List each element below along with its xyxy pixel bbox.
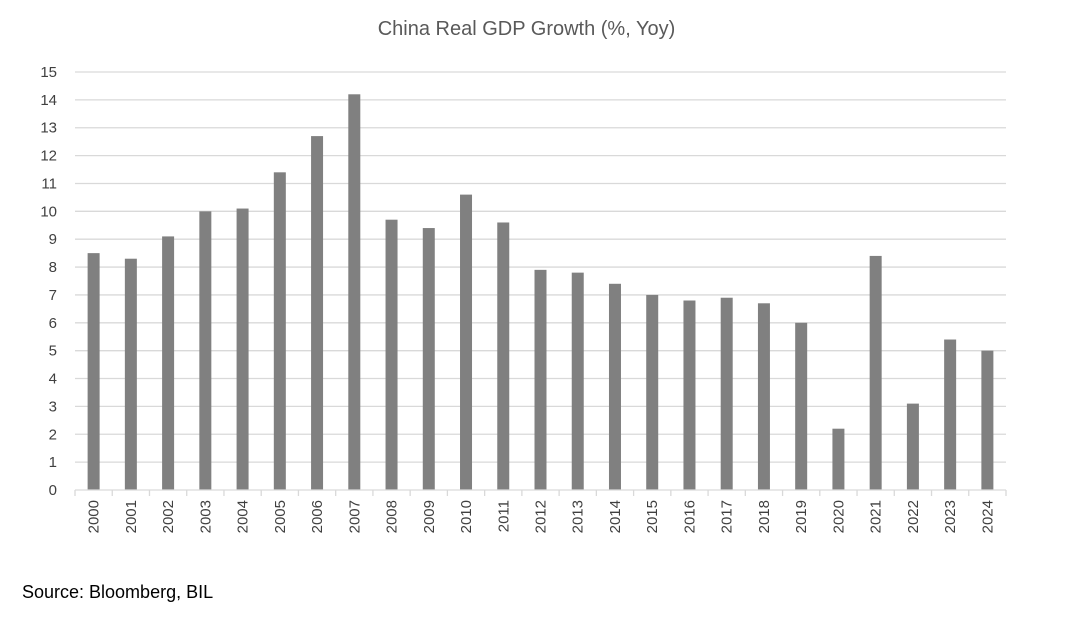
x-tick-label: 2000 (86, 500, 103, 533)
bar (869, 255, 882, 490)
x-tick-label: 2014 (607, 500, 624, 533)
y-tick-label: 3 (49, 398, 57, 415)
bar (460, 194, 473, 490)
bar (385, 219, 398, 490)
y-tick-label: 7 (49, 287, 57, 304)
bar (757, 303, 770, 490)
bar (311, 136, 324, 491)
x-tick-label: 2012 (533, 500, 550, 533)
bar (87, 253, 100, 490)
x-tick-label: 2009 (421, 500, 438, 533)
y-tick-label: 12 (40, 148, 57, 165)
source-note: Source: Bloomberg, BIL (22, 582, 214, 602)
chart-title: China Real GDP Growth (%, Yoy) (377, 18, 676, 40)
x-tick-label: 2024 (979, 500, 996, 533)
bar (646, 294, 659, 490)
bar (162, 236, 175, 490)
y-tick-label: 2 (49, 426, 57, 443)
y-tick-label: 1 (49, 454, 57, 471)
y-tick-label: 0 (49, 482, 57, 499)
bar (236, 208, 249, 490)
x-tick-label: 2022 (905, 500, 922, 533)
y-tick-label: 6 (49, 315, 57, 332)
bar (795, 322, 808, 490)
x-axis (74, 489, 1007, 496)
bar (497, 222, 510, 491)
y-tick-label: 10 (40, 203, 57, 220)
bar (906, 403, 919, 490)
x-tick-label: 2015 (644, 500, 661, 533)
bar (720, 297, 733, 490)
y-tick-label: 9 (49, 231, 57, 248)
x-tick-label: 2011 (495, 500, 512, 532)
bar (683, 300, 696, 490)
bar (571, 272, 584, 490)
y-tick-label: 5 (49, 343, 57, 360)
bar (199, 211, 212, 491)
bar (348, 94, 361, 490)
y-tick-label: 14 (40, 92, 57, 109)
x-tick-label: 2004 (235, 500, 252, 533)
bar (981, 350, 994, 490)
x-tick-label: 2013 (570, 500, 587, 533)
x-tick-label: 2017 (719, 500, 736, 533)
x-tick-label: 2006 (309, 500, 326, 533)
y-tick-label: 13 (40, 120, 57, 137)
x-tick-label: 2007 (346, 500, 363, 533)
x-tick-label: 2010 (458, 500, 475, 533)
x-axis-ticks: 2000 2001 2002 2003 2004 2005 2006 2007 2008 2009… (86, 500, 997, 533)
x-tick-label: 2005 (272, 500, 289, 533)
bar (273, 172, 286, 490)
x-tick-label: 2008 (384, 500, 401, 533)
x-tick-label: 2019 (793, 500, 810, 533)
bar (124, 258, 137, 490)
bar (534, 269, 547, 490)
x-tick-label: 2003 (197, 500, 214, 533)
bars (87, 94, 994, 491)
x-tick-label: 2018 (756, 500, 773, 533)
y-tick-label: 4 (49, 371, 57, 388)
bar (832, 428, 845, 490)
x-tick-label: 2021 (868, 500, 885, 533)
x-tick-label: 2023 (942, 500, 959, 533)
y-tick-label: 15 (40, 64, 57, 81)
bar (944, 339, 957, 490)
bar (422, 228, 435, 490)
y-tick-label: 8 (49, 259, 57, 276)
bar (608, 283, 621, 490)
x-tick-label: 2002 (160, 500, 177, 533)
x-tick-label: 2001 (123, 500, 140, 533)
y-tick-label: 11 (41, 175, 57, 192)
x-tick-label: 2020 (830, 500, 847, 533)
x-tick-label: 2016 (681, 500, 698, 533)
